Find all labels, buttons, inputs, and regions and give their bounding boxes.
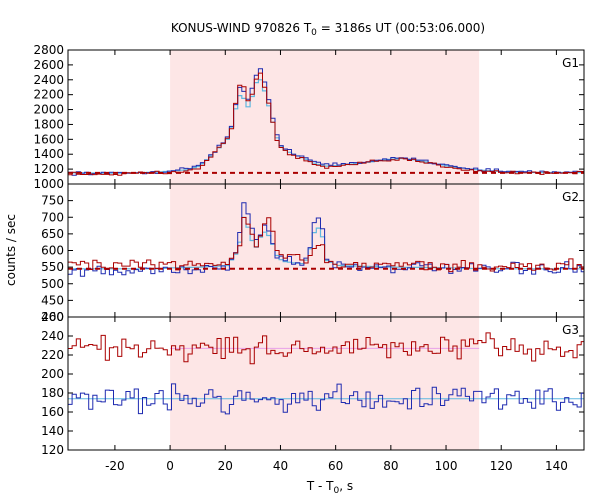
x-tick-label: 80 — [383, 459, 398, 473]
panel-G2: 400 450 500 550 600 650 700 750 G2 — [41, 183, 585, 324]
y-tick-label: 160 — [41, 405, 64, 419]
y-tick-label: 2200 — [33, 88, 64, 102]
y-tick-label: 220 — [41, 348, 64, 362]
title-subscript: 0 — [311, 28, 317, 38]
y-tick-label: 1200 — [33, 162, 64, 176]
y-tick-label: 750 — [41, 194, 64, 208]
series-G3-red — [68, 332, 584, 365]
x-axis-title: T - T0, s — [306, 479, 353, 496]
panel-frame — [67, 316, 585, 451]
x-tick-label: 120 — [490, 459, 513, 473]
x-tick-label: 20 — [218, 459, 233, 473]
y-tick-label: 180 — [41, 386, 64, 400]
xlabel-subscript: 0 — [334, 486, 340, 496]
chart-title: KONUS-WIND 970826 T0 = 3186s UT (00:53:0… — [171, 21, 485, 38]
x-tick-label: 40 — [273, 459, 288, 473]
y-tick-label: 2600 — [33, 58, 64, 72]
y-tick-label: 2000 — [33, 103, 64, 117]
y-tick-label: 1600 — [33, 132, 64, 146]
y-tick-label: 120 — [41, 443, 64, 457]
y-tick-label: 550 — [41, 260, 64, 274]
panel-label-G1: G1 — [562, 56, 579, 70]
series-G2-red — [68, 217, 584, 273]
panel-G1: 1000120014001600180020002200240026002800… — [33, 43, 585, 191]
y-tick-label: 650 — [41, 227, 64, 241]
series-G3-blue — [68, 383, 584, 415]
panel-label-G2: G2 — [562, 190, 579, 204]
y-tick-label: 260 — [41, 310, 64, 324]
y-tick-label: 1000 — [33, 177, 64, 191]
y-tick-label: 450 — [41, 293, 64, 307]
y-tick-label: 400 — [41, 310, 64, 324]
y-tick-label: 1800 — [33, 117, 64, 131]
panel-label-G3: G3 — [562, 323, 579, 337]
y-tick-label: 240 — [41, 329, 64, 343]
panel-G3: 120 140 160 180 200 220 240 260 G3 — [41, 310, 585, 457]
y-tick-label: 2400 — [33, 73, 64, 87]
panels-layer: 1000120014001600180020002200240026002800… — [33, 43, 585, 473]
x-tick-label: 60 — [328, 459, 343, 473]
x-tick-label: -20 — [105, 459, 125, 473]
x-tick-label: 0 — [166, 459, 174, 473]
x-tick-label: 140 — [545, 459, 568, 473]
y-tick-label: 1400 — [33, 147, 64, 161]
y-tick-label: 500 — [41, 277, 64, 291]
y-tick-label: 140 — [41, 424, 64, 438]
y-tick-label: 600 — [41, 244, 64, 258]
interval-highlight — [170, 317, 480, 450]
y-tick-label: 2800 — [33, 43, 64, 57]
y-tick-label: 700 — [41, 210, 64, 224]
y-axis-title: counts / sec — [4, 214, 18, 286]
y-tick-label: 200 — [41, 367, 64, 381]
x-tick-label: 100 — [435, 459, 458, 473]
